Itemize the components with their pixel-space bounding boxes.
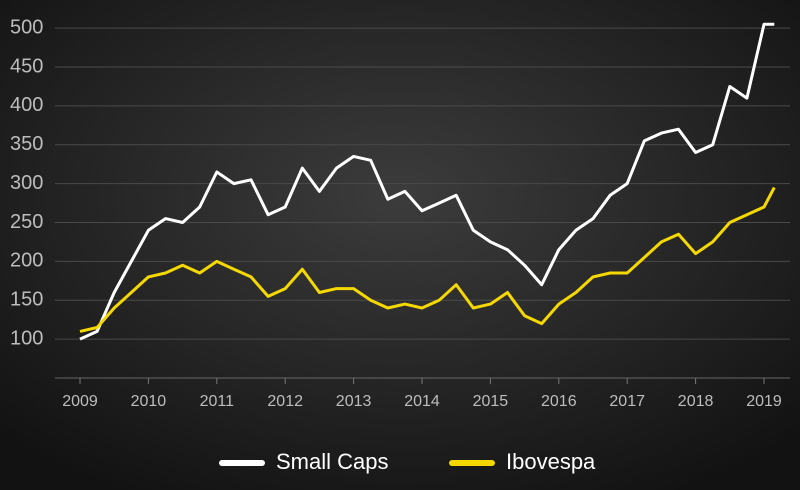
- x-tick-label: 2017: [609, 393, 645, 410]
- y-tick-label: 350: [10, 133, 43, 155]
- y-tick-label: 250: [10, 211, 43, 233]
- y-tick-label: 200: [10, 250, 43, 272]
- series-line: [79, 186, 776, 333]
- legend-label: Small Caps: [276, 449, 388, 474]
- x-tick-label: 2012: [267, 393, 303, 410]
- x-tick-label: 2019: [746, 393, 782, 410]
- series-line: [79, 22, 775, 341]
- x-tick-label: 2013: [336, 393, 372, 410]
- x-tick-label: 2018: [678, 393, 714, 410]
- x-tick-label: 2011: [200, 393, 235, 410]
- y-tick-label: 450: [10, 55, 43, 77]
- y-tick-label: 100: [10, 327, 43, 349]
- y-tick-label: 400: [10, 94, 43, 116]
- legend-label: Ibovespa: [506, 449, 596, 474]
- x-tick-label: 2009: [62, 393, 98, 410]
- y-tick-label: 150: [10, 289, 43, 311]
- x-tick-label: 2016: [541, 393, 577, 410]
- y-tick-label: 500: [10, 16, 43, 38]
- x-tick-label: 2015: [473, 393, 509, 410]
- x-tick-label: 2014: [404, 393, 440, 410]
- y-tick-label: 300: [10, 172, 43, 194]
- x-tick-label: 2010: [131, 393, 167, 410]
